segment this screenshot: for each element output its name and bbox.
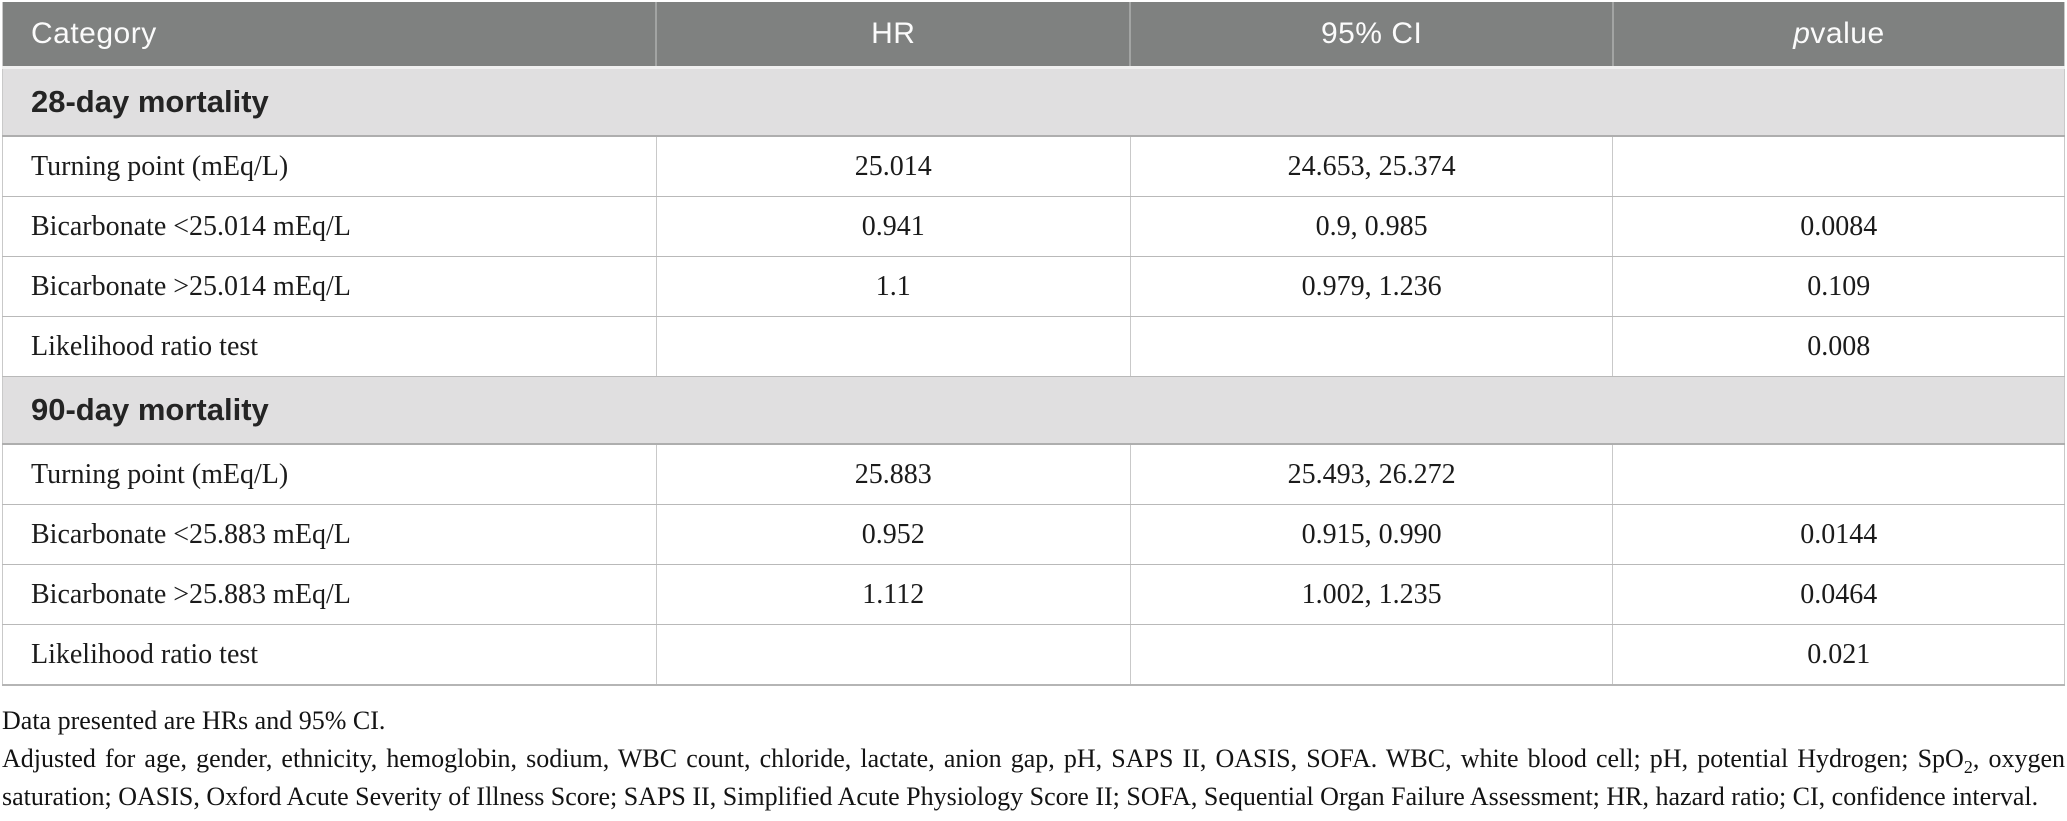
cell-pvalue: 0.109 [1612, 256, 2065, 317]
results-table: Category HR 95% CI pvalue 28-day mortali… [2, 2, 2065, 686]
table-header-row: Category HR 95% CI pvalue [2, 2, 2065, 69]
spo2-subscript: 2 [1963, 757, 1973, 778]
column-header-category: Category [2, 2, 657, 69]
cell-hr: 0.941 [655, 196, 1131, 257]
section-row-28-day: 28-day mortality [2, 67, 2065, 137]
section-title: 90-day mortality [2, 376, 2065, 445]
cell-ci: 0.979, 1.236 [1129, 256, 1613, 317]
cell-pvalue [1612, 444, 2065, 505]
cell-hr: 25.883 [655, 444, 1131, 505]
table-row: Turning point (mEq/L) 25.014 24.653, 25.… [2, 136, 2065, 197]
cell-pvalue: 0.0464 [1612, 564, 2065, 625]
cell-category: Turning point (mEq/L) [2, 136, 657, 197]
cell-hr [655, 316, 1131, 377]
section-title: 28-day mortality [2, 67, 2065, 137]
cell-category: Likelihood ratio test [2, 316, 657, 377]
cell-hr: 25.014 [655, 136, 1131, 197]
table-row: Likelihood ratio test 0.021 [2, 624, 2065, 686]
footnote-adjusted-part1: Adjusted for age, gender, ethnicity, hem… [2, 744, 1964, 773]
section-row-90-day: 90-day mortality [2, 376, 2065, 445]
cell-ci: 0.9, 0.985 [1129, 196, 1613, 257]
cell-ci [1129, 316, 1613, 377]
cell-pvalue [1612, 136, 2065, 197]
cell-category: Bicarbonate >25.014 mEq/L [2, 256, 657, 317]
footnote-data-presented: Data presented are HRs and 95% CI. [2, 706, 386, 735]
cell-category: Turning point (mEq/L) [2, 444, 657, 505]
cell-category: Bicarbonate >25.883 mEq/L [2, 564, 657, 625]
table-row: Bicarbonate >25.883 mEq/L 1.112 1.002, 1… [2, 564, 2065, 625]
cell-hr [655, 624, 1131, 686]
footnote-adjusted-part2: , oxygen saturation; OASIS, Oxford Acute… [2, 744, 2065, 811]
table-row: Likelihood ratio test 0.008 [2, 316, 2065, 377]
column-header-95ci: 95% CI [1129, 2, 1613, 69]
cell-hr: 1.1 [655, 256, 1131, 317]
cell-category: Bicarbonate <25.883 mEq/L [2, 504, 657, 565]
pvalue-italic-p: p [1793, 17, 1811, 50]
cell-ci: 0.915, 0.990 [1129, 504, 1613, 565]
cell-pvalue: 0.0084 [1612, 196, 2065, 257]
cell-ci: 1.002, 1.235 [1129, 564, 1613, 625]
cell-pvalue: 0.008 [1612, 316, 2065, 377]
column-header-hr: HR [655, 2, 1131, 69]
pvalue-rest: value [1810, 17, 1885, 50]
cell-ci: 25.493, 26.272 [1129, 444, 1613, 505]
table-row: Turning point (mEq/L) 25.883 25.493, 26.… [2, 444, 2065, 505]
table-row: Bicarbonate <25.014 mEq/L 0.941 0.9, 0.9… [2, 196, 2065, 257]
column-header-pvalue: pvalue [1611, 2, 2065, 69]
cell-hr: 0.952 [655, 504, 1131, 565]
table-row: Bicarbonate <25.883 mEq/L 0.952 0.915, 0… [2, 504, 2065, 565]
cell-category: Likelihood ratio test [2, 624, 657, 686]
cell-ci: 24.653, 25.374 [1129, 136, 1613, 197]
footnote-adjusted: Adjusted for age, gender, ethnicity, hem… [2, 740, 2065, 816]
cell-category: Bicarbonate <25.014 mEq/L [2, 196, 657, 257]
table-footnotes: Data presented are HRs and 95% CI. Adjus… [2, 702, 2065, 816]
cell-hr: 1.112 [655, 564, 1131, 625]
cell-pvalue: 0.021 [1612, 624, 2065, 686]
cell-pvalue: 0.0144 [1612, 504, 2065, 565]
table-row: Bicarbonate >25.014 mEq/L 1.1 0.979, 1.2… [2, 256, 2065, 317]
cell-ci [1129, 624, 1613, 686]
